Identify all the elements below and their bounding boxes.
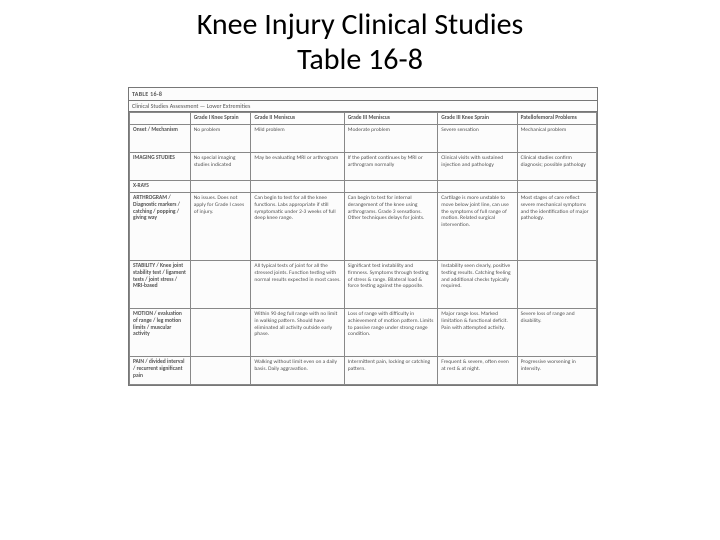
- title-line-1: Knee Injury Clinical Studies: [0, 8, 720, 43]
- table-cell: Intermittent pain, locking or catching p…: [344, 356, 437, 384]
- table-cell: [190, 260, 251, 308]
- table-row: X-RAYS: [130, 180, 597, 192]
- table-cell: If the patient continues by MRI or arthr…: [344, 152, 437, 180]
- table-cell: May be evaluating MRI or arthrogram: [251, 152, 344, 180]
- table-cell: All typical tests of joint for all the s…: [251, 260, 344, 308]
- table-cell: [344, 180, 437, 192]
- col-header: Grade III Meniscus: [344, 113, 437, 125]
- row-label: MOTION / evaluation of range / leg motio…: [130, 308, 191, 356]
- table-cell: [251, 180, 344, 192]
- table-cell: Within 90 deg full range with no limit i…: [251, 308, 344, 356]
- table-cell: No problem: [190, 124, 251, 152]
- table-cell: Can begin to test for internal derangeme…: [344, 192, 437, 260]
- table-cell: [517, 260, 596, 308]
- table-cell: [190, 180, 251, 192]
- table-cell: [517, 180, 596, 192]
- table-header-row: Grade I Knee Sprain Grade II Meniscus Gr…: [130, 113, 597, 125]
- table-cell: Mechanical problem: [517, 124, 596, 152]
- row-label: Onset / Mechanism: [130, 124, 191, 152]
- col-header: [130, 113, 191, 125]
- clinical-table-container: TABLE 16-8 Clinical Studies Assessment —…: [128, 87, 598, 386]
- row-label: X-RAYS: [130, 180, 191, 192]
- title-line-2: Table 16-8: [0, 43, 720, 78]
- table-row: MOTION / evaluation of range / leg motio…: [130, 308, 597, 356]
- col-header: Patellofemoral Problems: [517, 113, 596, 125]
- table-cell: Loss of range with difficulty in achieve…: [344, 308, 437, 356]
- table-cell: Clinical studies confirm diagnosis; poss…: [517, 152, 596, 180]
- table-cell: Walking without limit even on a daily ba…: [251, 356, 344, 384]
- table-cell: Mild problem: [251, 124, 344, 152]
- table-cell: Moderate problem: [344, 124, 437, 152]
- row-label: ARTHROGRAM / Diagnostic markers / catchi…: [130, 192, 191, 260]
- table-cell: Progressive worsening in intensity.: [517, 356, 596, 384]
- table-cell: Severe loss of range and disability.: [517, 308, 596, 356]
- col-header: Grade III Knee Sprain: [438, 113, 517, 125]
- table-cell: Frequent & severe, often even at rest & …: [438, 356, 517, 384]
- table-cell: No issues. Does not apply for Grade I ca…: [190, 192, 251, 260]
- table-cell: Significant test instability and firmnes…: [344, 260, 437, 308]
- table-cell: [190, 356, 251, 384]
- clinical-studies-table: Grade I Knee Sprain Grade II Meniscus Gr…: [129, 112, 597, 385]
- table-cell: Severe sensation: [438, 124, 517, 152]
- table-cell: Most stages of care reflect severe mecha…: [517, 192, 596, 260]
- table-cell: Can begin to test for all the knee funct…: [251, 192, 344, 260]
- table-row: PAIN / divided interval / recurrent sign…: [130, 356, 597, 384]
- table-cell: [438, 180, 517, 192]
- table-row: Onset / Mechanism No problem Mild proble…: [130, 124, 597, 152]
- table-cell: No special imaging studies indicated: [190, 152, 251, 180]
- table-row: STABILITY / Knee joint stability test / …: [130, 260, 597, 308]
- table-cell: Clinical visits with sustained injection…: [438, 152, 517, 180]
- table-row: ARTHROGRAM / Diagnostic markers / catchi…: [130, 192, 597, 260]
- table-cell: [190, 308, 251, 356]
- table-caption: TABLE 16-8: [129, 88, 597, 101]
- slide-title-block: Knee Injury Clinical Studies Table 16-8: [0, 0, 720, 87]
- table-cell: Cartilage is more unstable to move below…: [438, 192, 517, 260]
- row-label: IMAGING STUDIES: [130, 152, 191, 180]
- table-cell: Major range loss. Marked limitation & fu…: [438, 308, 517, 356]
- table-subcaption: Clinical Studies Assessment — Lower Extr…: [129, 101, 597, 112]
- row-label: PAIN / divided interval / recurrent sign…: [130, 356, 191, 384]
- table-cell: Instability seen clearly, positive testi…: [438, 260, 517, 308]
- table-row: IMAGING STUDIES No special imaging studi…: [130, 152, 597, 180]
- col-header: Grade II Meniscus: [251, 113, 344, 125]
- col-header: Grade I Knee Sprain: [190, 113, 251, 125]
- row-label: STABILITY / Knee joint stability test / …: [130, 260, 191, 308]
